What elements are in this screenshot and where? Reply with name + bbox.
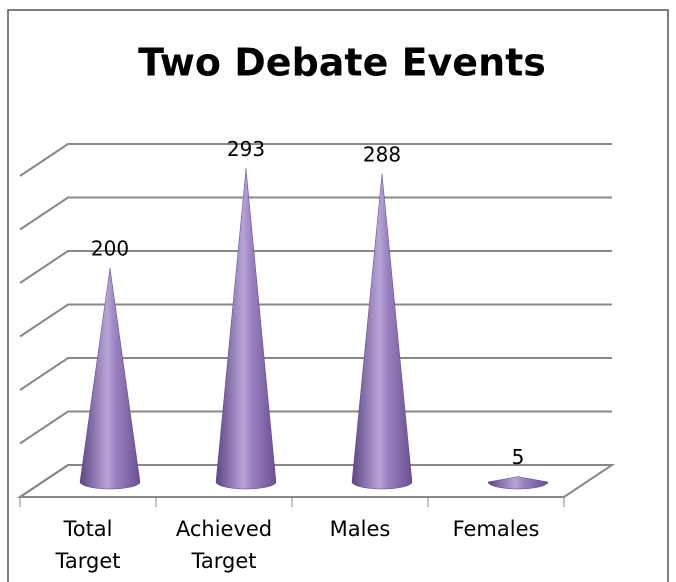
grid-line: [19, 196, 612, 231]
x-tick-label: Females: [452, 517, 540, 541]
grid-line: [19, 410, 612, 445]
grid-line: [19, 303, 612, 338]
grid-line: [19, 250, 612, 284]
data-label: 200: [91, 237, 129, 261]
data-label: 293: [227, 137, 265, 161]
data-label: 288: [363, 142, 401, 166]
x-tick-label: Total Target: [55, 517, 121, 573]
cone: [351, 173, 413, 490]
cone: [79, 267, 141, 490]
x-tick-label: Achieved Target: [175, 517, 273, 573]
data-label: 5: [512, 445, 525, 469]
frame: [7, 9, 669, 582]
x-tick-label: Males: [329, 517, 391, 541]
grid-line: [19, 143, 612, 177]
grid-line: [19, 357, 612, 391]
grid-line: [19, 464, 612, 498]
chart-title: Two Debate Events: [138, 41, 546, 85]
cone: [487, 476, 549, 490]
cone: [215, 168, 277, 490]
